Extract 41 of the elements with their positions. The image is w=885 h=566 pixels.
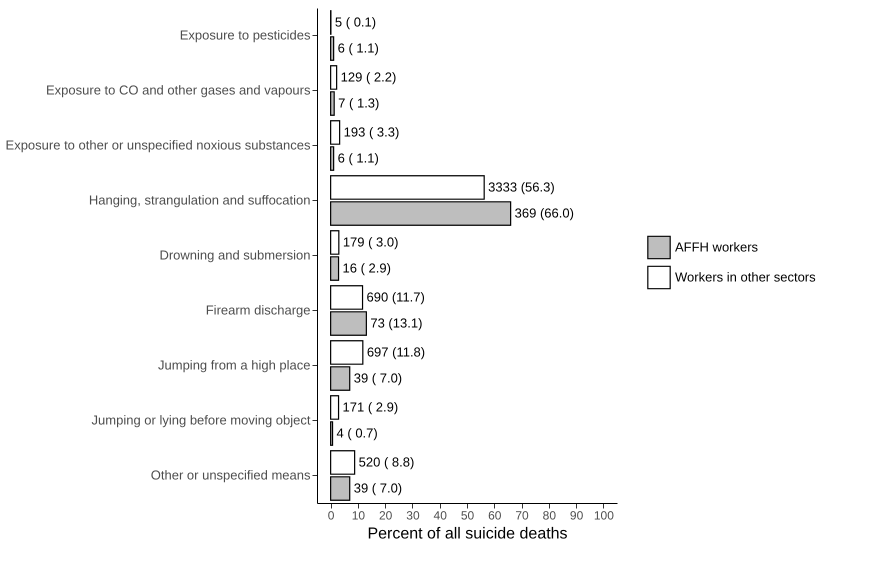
y-tick-label: Drowning and submersion xyxy=(159,248,310,262)
data-label: 73 (13.1) xyxy=(370,316,422,331)
x-tick-label: 40 xyxy=(434,508,448,522)
y-tick-label: Hanging, strangulation and suffocation xyxy=(88,192,310,208)
data-label: 520 ( 8.8) xyxy=(358,454,414,470)
data-label: 3333 (56.3) xyxy=(488,179,555,194)
y-tick-label: Jumping from a high place xyxy=(158,358,310,372)
y-tick-label: Exposure to other or unspecified noxious substances xyxy=(6,138,311,152)
x-tick-label: 20 xyxy=(379,508,393,522)
x-axis-title: Percent of all suicide deaths xyxy=(367,526,568,542)
data-label: 4 ( 0.7) xyxy=(336,426,378,441)
data-label: 369 (66.0) xyxy=(514,206,574,221)
x-tick-label: 70 xyxy=(515,508,530,522)
data-label: 39 ( 7.0) xyxy=(354,480,402,496)
x-tick-label: 60 xyxy=(488,508,502,522)
legend-label: Workers in other sectors xyxy=(675,270,816,284)
y-tick-label: Exposure to CO and other gases and vapours xyxy=(46,82,311,98)
y-tick-label: Jumping or lying before moving object xyxy=(92,412,311,428)
x-tick-label: 100 xyxy=(594,508,614,522)
data-label: 179 ( 3.0) xyxy=(342,234,398,250)
data-label: 7 ( 1.3) xyxy=(338,96,380,111)
data-label: 690 (11.7) xyxy=(366,289,425,304)
y-tick-label: Other or unspecified means xyxy=(150,468,311,482)
data-label: 171 ( 2.9) xyxy=(342,399,398,414)
legend-label: AFFH workers xyxy=(675,240,759,254)
data-label: 5 ( 0.1) xyxy=(334,14,376,30)
x-tick-label: 10 xyxy=(352,508,366,522)
x-tick-label: 90 xyxy=(570,508,584,522)
y-tick-label: Firearm discharge xyxy=(206,302,310,318)
data-label: 129 ( 2.2) xyxy=(340,69,396,84)
x-tick-label: 80 xyxy=(542,508,556,522)
data-label: 6 ( 1.1) xyxy=(338,40,379,56)
data-label: 697 (11.8) xyxy=(366,344,426,360)
data-label: 193 ( 3.3) xyxy=(344,124,400,140)
data-label: 16 ( 2.9) xyxy=(342,260,391,276)
data-label: 6 ( 1.1) xyxy=(338,150,379,166)
y-tick-label: Exposure to pesticides xyxy=(180,28,311,42)
x-tick-label: 0 xyxy=(328,508,335,522)
x-tick-label: 50 xyxy=(460,508,474,522)
x-tick-label: 30 xyxy=(406,508,420,522)
data-label: 39 ( 7.0) xyxy=(354,370,402,386)
